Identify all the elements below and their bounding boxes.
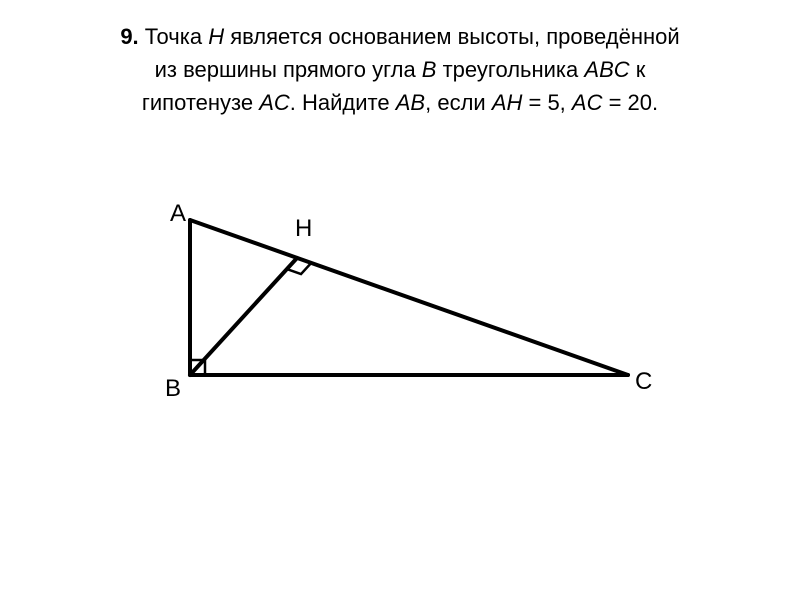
- text-3b: . Найдите: [290, 90, 396, 115]
- var-H: H: [208, 24, 224, 49]
- text-3c: , если: [425, 90, 492, 115]
- var-ABC: ABC: [584, 57, 629, 82]
- problem-statement: 9. Точка H является основанием высоты, п…: [0, 0, 800, 129]
- diagram-svg: [140, 200, 660, 470]
- var-AC2: AC: [572, 90, 603, 115]
- var-AH: AH: [492, 90, 523, 115]
- label-H: H: [295, 215, 312, 243]
- problem-line-2: из вершины прямого угла B треугольника A…: [155, 57, 646, 82]
- var-B: B: [422, 57, 437, 82]
- text-1b: является основанием высоты, проведённой: [224, 24, 680, 49]
- text-2e: к: [630, 57, 646, 82]
- var-AC: AC: [259, 90, 290, 115]
- problem-line-1: 9. Точка H является основанием высоты, п…: [120, 24, 679, 49]
- label-C: C: [635, 368, 652, 396]
- var-AB: AB: [396, 90, 425, 115]
- text-1a: Точка: [145, 24, 208, 49]
- problem-number: 9.: [120, 24, 138, 49]
- text-3e: = 20.: [602, 90, 658, 115]
- label-B: B: [165, 375, 181, 403]
- text-2a: из вершины прямого угла: [155, 57, 422, 82]
- triangle-diagram: A B C H: [140, 200, 660, 470]
- label-A: A: [170, 200, 186, 228]
- text-3a: гипотенузе: [142, 90, 259, 115]
- text-2c: треугольника: [436, 57, 584, 82]
- problem-line-3: гипотенузе AC. Найдите AB, если AH = 5, …: [142, 90, 658, 115]
- text-3d: = 5,: [522, 90, 572, 115]
